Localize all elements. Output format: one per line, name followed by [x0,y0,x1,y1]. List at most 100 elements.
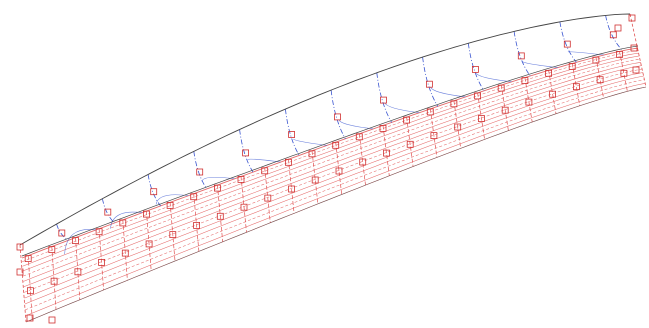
waterline [25,83,646,317]
control-point [563,40,571,48]
control-point [632,66,640,74]
control-point [74,268,82,276]
control-point [48,316,56,324]
control-point [72,237,79,245]
sections-layer [27,15,628,320]
waterline [22,58,641,277]
waterline [23,65,642,288]
control-point [406,140,414,148]
lower-station-line [406,117,414,167]
lower-station-line [217,185,224,242]
buttock-line [338,119,374,130]
station-section-line [239,129,254,173]
control-point [592,56,600,64]
lower-station-line [453,100,462,149]
control-point [628,14,636,22]
control-point [426,108,434,116]
buttock-line [521,61,558,68]
control-point [545,69,552,77]
waterline [23,62,641,282]
control-point [596,76,604,84]
buttock-line [64,229,96,255]
control-point [311,176,319,184]
station-section-line [147,174,161,207]
control-point [264,194,272,202]
waterline [22,55,640,272]
control-point [335,167,343,175]
control-point [403,116,411,124]
lower-station-line [382,125,390,176]
control-point [98,258,105,266]
control-point [284,158,292,166]
buttock-line [293,138,327,146]
lower-station-line [571,63,581,106]
control-point [573,83,580,91]
control-point [240,203,248,211]
control-point [454,123,462,131]
lower-station-line [240,176,247,233]
waterline [22,52,640,267]
control-point [474,92,482,100]
station-section-line [193,151,208,190]
station-section-line [56,223,69,241]
lower-station-line [619,51,628,92]
control-point [119,219,127,227]
control-point [334,113,341,121]
control-point [169,231,177,239]
control-point [521,77,529,84]
control-point [50,277,58,285]
control-point [242,149,250,157]
control-point [517,52,525,60]
station-section-line [330,90,346,140]
control-point [609,31,617,39]
waterline [25,79,645,311]
lower-station-line [429,108,438,158]
control-point [425,80,433,88]
control-point [26,314,34,322]
waterline [24,68,643,293]
lower-station-line [169,202,176,262]
station-section-line [605,15,623,51]
control-point [213,184,221,192]
station-section-line [513,31,531,77]
control-point [24,255,32,263]
control-point [308,150,316,158]
control-point [430,132,438,140]
control-point [568,63,576,70]
station-section-line [467,43,485,92]
control-point [471,66,479,73]
waterline [21,47,639,259]
control-point [380,96,387,104]
control-point [614,24,622,32]
control-points-layer [16,14,640,324]
buttock-line [384,102,420,113]
control-point [142,210,150,218]
control-point [216,212,224,220]
station-section-line [422,57,439,107]
control-point [477,115,485,122]
transom-line [19,244,27,323]
control-point [616,51,623,58]
buttock-line [476,73,512,83]
lower-station-line [477,92,485,140]
control-point [332,141,340,149]
waterline [24,72,644,299]
keel-line [25,86,647,323]
station-section-line [559,21,577,63]
control-point [16,268,24,276]
control-point [150,188,158,196]
control-point [104,208,112,216]
control-point [196,168,204,176]
control-point [261,167,269,175]
chine-line [21,45,639,257]
stem-line [629,13,647,88]
control-point [501,106,509,114]
control-point [237,175,245,183]
control-point [145,240,153,248]
station-section-line [102,198,115,224]
station-section-line [285,109,300,156]
waterline [25,86,647,323]
control-point [26,287,34,295]
buttock-line [247,158,281,163]
